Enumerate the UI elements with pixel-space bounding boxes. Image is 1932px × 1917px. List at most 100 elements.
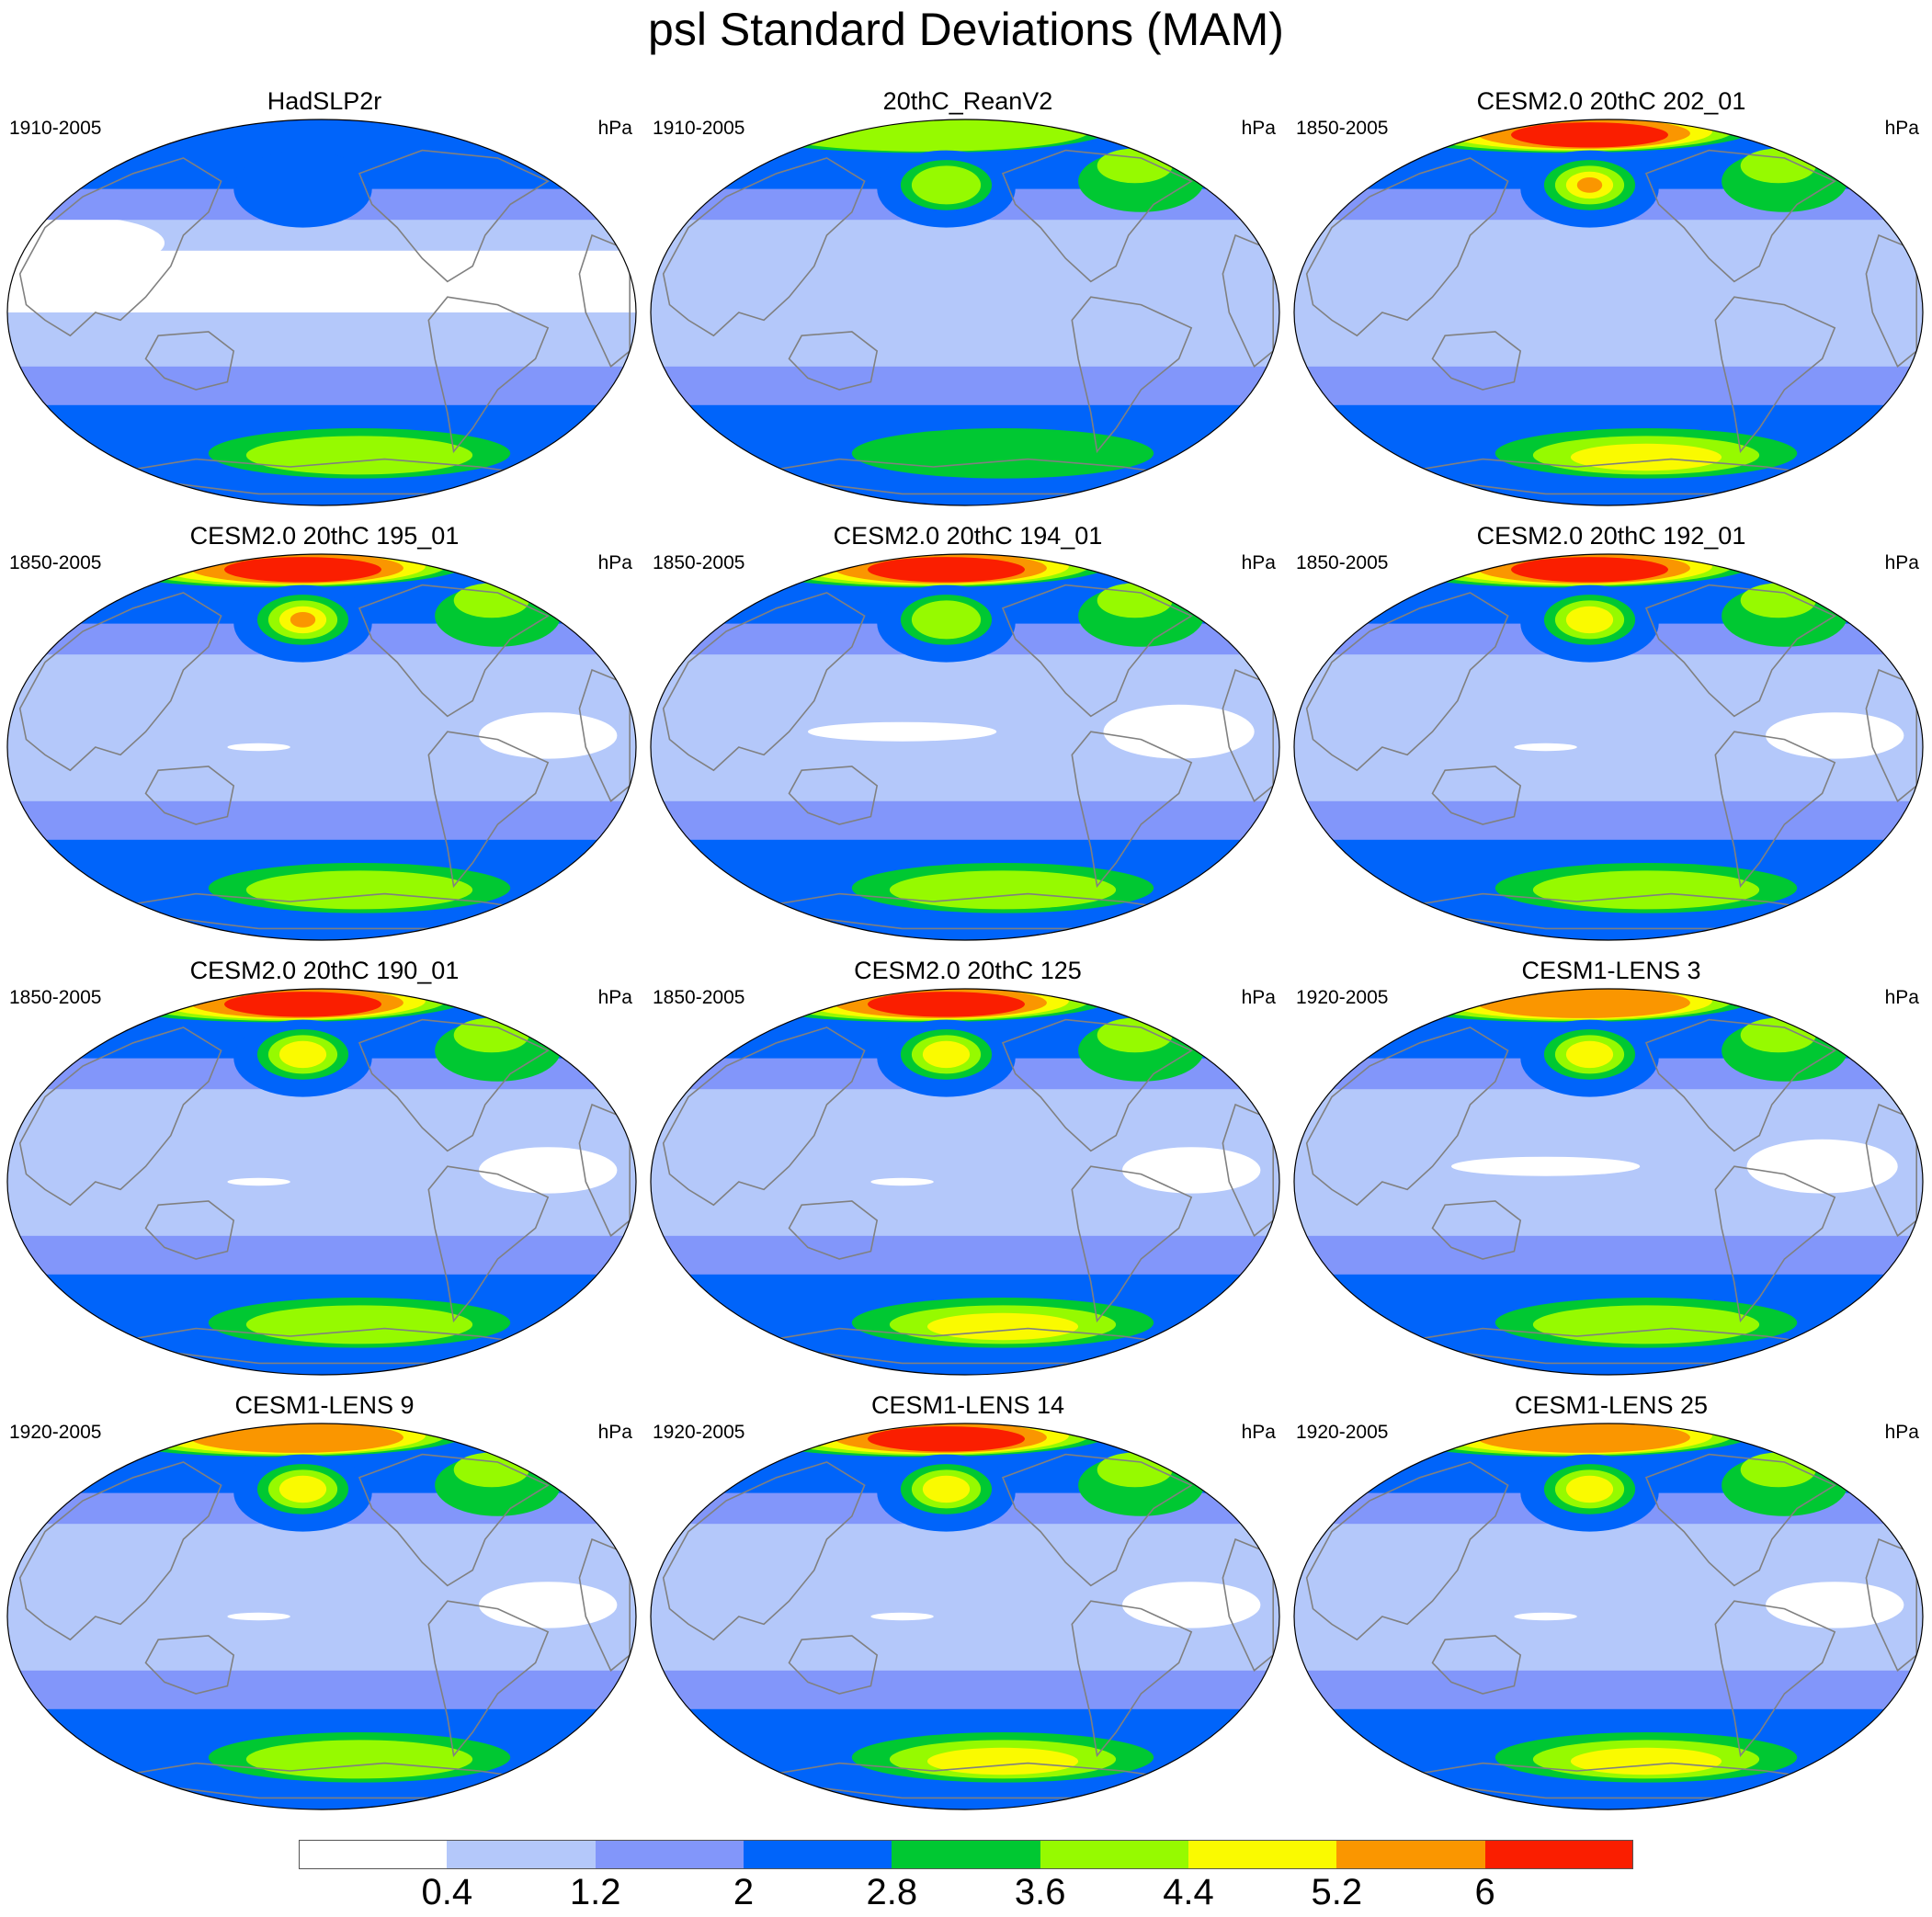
coastline (144, 1635, 235, 1695)
contour-fill-north-atlantic (1097, 1017, 1173, 1053)
colorbar-swatch (1040, 1840, 1189, 1869)
coastline (1001, 1018, 1193, 1152)
panel-title: HadSLP2r (267, 87, 382, 115)
map-outline (6, 988, 637, 1376)
colorbar-legend: 0.4 1.2 2 2.8 3.6 4.4 5.2 6 (299, 1840, 1634, 1912)
map-outline (1293, 988, 1924, 1376)
panel-period: 1910-2005 (9, 118, 102, 139)
contour-map (1293, 988, 1924, 1376)
contour-fill-north-pacific (911, 165, 982, 205)
coastline (1714, 731, 1836, 889)
coastline (144, 1200, 235, 1260)
colorbar-swatch (595, 1840, 744, 1869)
coastline (358, 1453, 550, 1587)
coastline (1001, 584, 1193, 718)
contour-fill-south-pacific (1570, 443, 1722, 471)
panel-title: CESM2.0 20thC 194_01 (833, 522, 1103, 550)
coastline (744, 1327, 1205, 1365)
panel-unit: hPa (597, 552, 632, 573)
contour-fill-tropics (1514, 743, 1577, 752)
colorbar-tick-label: 5.2 (1311, 1872, 1363, 1912)
coastline (1714, 1600, 1836, 1758)
coastline (744, 1762, 1205, 1799)
contour-fill-north-atlantic (1097, 148, 1173, 184)
colorbar-tick-label: 4.4 (1163, 1872, 1214, 1912)
panel-unit: hPa (1241, 987, 1276, 1008)
colorbar-swatch (1336, 1840, 1486, 1869)
contour-fill-south-pacific (1532, 1305, 1760, 1344)
panel-period: 1920-2005 (1296, 1422, 1389, 1443)
colorbar-tick-label: 1.2 (569, 1872, 621, 1912)
map-outline (6, 553, 637, 941)
contour-map (650, 1423, 1280, 1810)
coastline (101, 1327, 562, 1365)
contour-fill-tropics (227, 1177, 290, 1186)
contour-map (6, 553, 637, 941)
coastline (1644, 1453, 1836, 1587)
coastline (358, 149, 550, 283)
contour-fill-tropics (1122, 1582, 1261, 1628)
contour-fill-arctic (868, 992, 1025, 1017)
coastline (662, 157, 866, 337)
contour-fill-tropics (1122, 1147, 1261, 1194)
contour-fill-arctic (1511, 557, 1668, 583)
colorbar-tick-label: 0.4 (421, 1872, 473, 1912)
map-panel: CESM2.0 20thC 125 1850-2005 hPa (650, 957, 1285, 1376)
map-panel: CESM2.0 20thC 195_01 1850-2005 hPa (6, 522, 642, 941)
contour-fill-north-pacific (911, 600, 982, 640)
contour-fill-tropics (227, 743, 290, 752)
map-outline (6, 1423, 637, 1810)
coastline (1644, 584, 1836, 718)
contour-fill-south-pacific (1570, 1747, 1722, 1775)
contour-fill-north-atlantic (453, 583, 529, 618)
coastline (1071, 731, 1193, 889)
contour-fill-arctic (224, 557, 381, 583)
contour-fill-north-atlantic (1740, 1452, 1816, 1488)
map-panel: CESM2.0 20thC 202_01 1850-2005 hPa (1293, 87, 1928, 506)
panel-period: 1850-2005 (1296, 552, 1389, 573)
coastline (1388, 1762, 1848, 1799)
coastline (1305, 592, 1509, 772)
coastline (788, 766, 879, 825)
coastline (662, 1027, 866, 1207)
contour-map (1293, 553, 1924, 941)
colorbar-swatch (744, 1840, 892, 1869)
coastline (788, 331, 879, 391)
panel-period: 1850-2005 (9, 552, 102, 573)
contour-map (6, 119, 637, 506)
contour-fill-north-pacific (1565, 606, 1614, 634)
coastline (1431, 1200, 1522, 1260)
coastline (101, 892, 562, 930)
contour-fill-north-pacific (290, 612, 316, 628)
coastline (1431, 1635, 1522, 1695)
map-panel: CESM1-LENS 25 1920-2005 hPa (1293, 1391, 1928, 1810)
contour-fill-arctic (224, 992, 381, 1017)
coastline (1388, 892, 1848, 930)
map-panel: CESM2.0 20thC 192_01 1850-2005 hPa (1293, 522, 1928, 941)
contour-map (6, 988, 637, 1376)
coastline (1001, 1453, 1193, 1587)
panel-title: CESM1-LENS 3 (1521, 957, 1701, 984)
contour-fill-north-pacific (922, 1475, 971, 1503)
contour-fill-arctic (189, 1424, 403, 1453)
coastline (744, 458, 1205, 495)
coastline (788, 1200, 879, 1260)
contour-fill-south-pacific (926, 1312, 1079, 1341)
contour-fill-north-pacific (233, 150, 372, 228)
coastline (1714, 296, 1836, 454)
coastline (1305, 1027, 1509, 1207)
panel-unit: hPa (597, 987, 632, 1008)
panel-period: 1920-2005 (9, 1422, 102, 1443)
colorbar-swatch (1484, 1840, 1634, 1869)
contour-fill-tropics (1766, 1582, 1904, 1628)
contour-fill-arctic (764, 119, 1091, 152)
contour-fill-arctic (1476, 989, 1690, 1018)
contour-fill-south-pacific (245, 1305, 473, 1344)
colorbar-tick-label: 3.6 (1014, 1872, 1066, 1912)
panel-unit: hPa (1884, 1422, 1919, 1443)
colorbar-tick-label: 2 (733, 1872, 755, 1912)
map-panel: HadSLP2r 1910-2005 hPa (6, 87, 642, 506)
panel-unit: hPa (1241, 552, 1276, 573)
contour-fill-tropics (227, 1612, 290, 1621)
contour-fill-tropics (479, 1147, 618, 1194)
